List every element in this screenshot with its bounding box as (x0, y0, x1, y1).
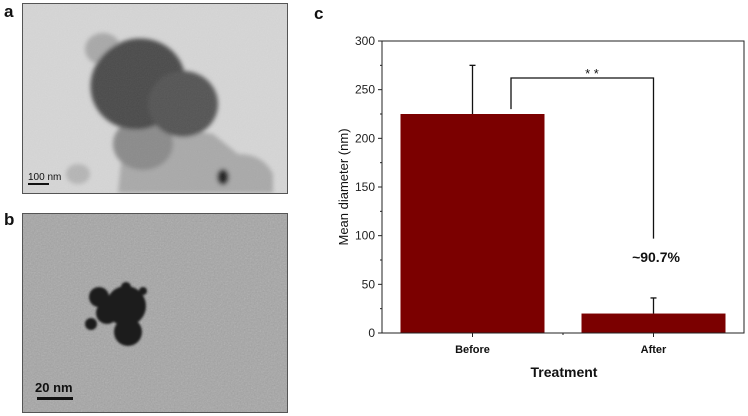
y-tick-label: 150 (355, 180, 375, 194)
panel-label-c: c (314, 4, 324, 23)
bar-after (581, 313, 726, 333)
scale-bar-label-b: 20 nm (35, 380, 73, 395)
scale-bar-b (37, 397, 73, 400)
y-axis-label: Mean diameter (nm) (336, 128, 351, 245)
x-axis-label: Treatment (531, 364, 598, 380)
y-tick-label: 250 (355, 83, 375, 97)
significance-marker: * * (585, 66, 599, 81)
tem-micrograph-b: 20 nm (23, 214, 287, 412)
panel-label-b: b (4, 210, 15, 229)
y-tick-label: 50 (362, 277, 376, 291)
tem-micrograph-a: 100 nm (23, 4, 287, 193)
x-tick-label: Before (455, 344, 490, 356)
scale-bar-label-a: 100 nm (28, 172, 61, 183)
y-tick-label: 100 (355, 229, 375, 243)
x-tick-label: After (641, 344, 667, 356)
tem-image-a: 100 nm (22, 3, 288, 194)
reduction-annotation: ~90.7% (632, 249, 680, 265)
bar-before (400, 114, 545, 333)
scale-bar-a (28, 183, 49, 185)
significance-bracket (510, 77, 655, 239)
y-tick-label: 300 (355, 34, 375, 48)
panel-label-a: a (4, 2, 14, 21)
y-tick-label: 0 (368, 326, 375, 340)
tem-image-b: 20 nm (22, 213, 288, 413)
y-tick-label: 200 (355, 131, 375, 145)
